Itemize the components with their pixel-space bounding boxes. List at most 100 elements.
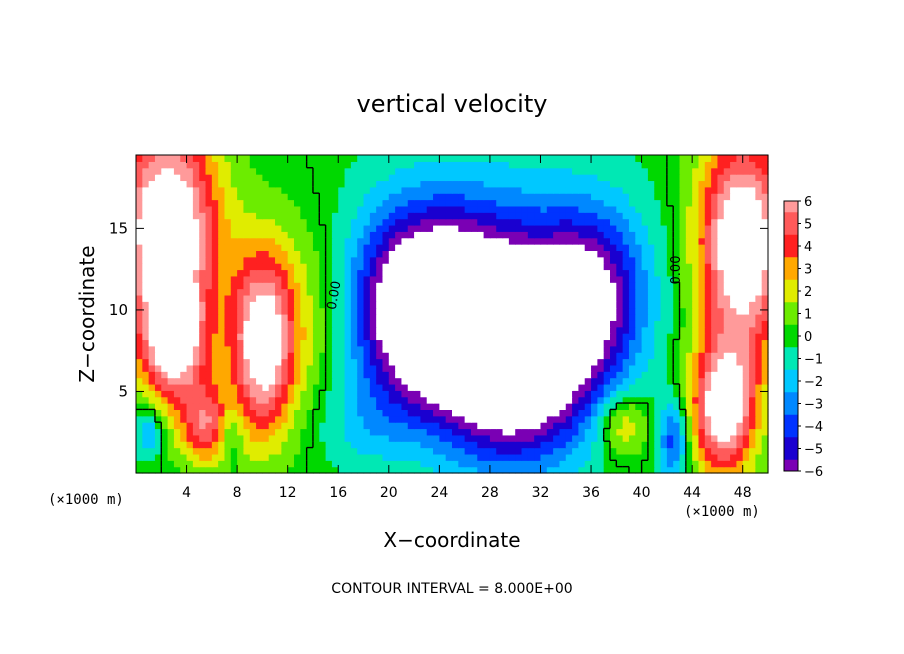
heatmap-cell xyxy=(521,174,529,182)
heatmap-cell xyxy=(483,155,491,162)
heatmap-cell xyxy=(717,466,725,474)
heatmap-cell xyxy=(565,396,573,404)
heatmap-cell xyxy=(597,352,605,360)
heatmap-cell xyxy=(565,212,573,220)
heatmap-cell xyxy=(635,453,643,461)
heatmap-cell xyxy=(319,263,327,271)
heatmap-cell xyxy=(749,212,756,220)
heatmap-cell xyxy=(628,294,636,302)
heatmap-cell xyxy=(325,333,333,341)
heatmap-cell xyxy=(363,269,371,277)
heatmap-cell xyxy=(433,390,440,398)
heatmap-cell xyxy=(294,294,301,302)
heatmap-cell xyxy=(312,180,320,188)
heatmap-cell xyxy=(300,441,308,449)
heatmap-cell xyxy=(249,161,257,169)
heatmap-cell xyxy=(388,263,396,271)
heatmap-cell xyxy=(458,320,466,328)
heatmap-cell xyxy=(325,282,333,290)
heatmap-cell xyxy=(704,244,712,251)
heatmap-cell xyxy=(312,447,320,455)
heatmap-cell xyxy=(679,244,687,251)
heatmap-cell xyxy=(167,377,175,385)
heatmap-cell xyxy=(192,326,200,334)
heatmap-cell xyxy=(698,358,706,366)
heatmap-cell xyxy=(173,282,181,290)
heatmap-cell xyxy=(527,155,535,162)
heatmap-cell xyxy=(268,447,276,455)
heatmap-cell xyxy=(622,263,630,271)
heatmap-cell xyxy=(186,428,194,436)
heatmap-cell xyxy=(136,250,143,258)
heatmap-cell xyxy=(616,167,624,175)
heatmap-cell xyxy=(338,212,346,220)
heatmap-cell xyxy=(496,333,504,341)
heatmap-cell xyxy=(401,383,409,391)
heatmap-cell xyxy=(749,441,756,449)
heatmap-cell xyxy=(445,244,453,251)
heatmap-cell xyxy=(186,218,194,226)
heatmap-cell xyxy=(344,428,352,436)
heatmap-cell xyxy=(363,314,371,321)
heatmap-cell xyxy=(717,441,725,449)
heatmap-cell xyxy=(635,307,643,315)
heatmap-cell xyxy=(603,199,611,207)
heatmap-cell xyxy=(445,447,453,455)
heatmap-cell xyxy=(306,174,314,182)
heatmap-cell xyxy=(167,409,175,417)
heatmap-cell xyxy=(527,282,535,290)
heatmap-cell xyxy=(654,326,662,334)
heatmap-cell xyxy=(565,294,573,302)
heatmap-cell xyxy=(534,403,542,410)
heatmap-cell xyxy=(641,218,649,226)
heatmap-cell xyxy=(180,434,188,442)
heatmap-cell xyxy=(534,275,542,283)
heatmap-cell xyxy=(395,186,403,194)
heatmap-cell xyxy=(622,212,630,220)
heatmap-cell xyxy=(180,441,188,449)
heatmap-cell xyxy=(300,339,308,347)
heatmap-cell xyxy=(294,320,301,328)
heatmap-cell xyxy=(641,320,649,328)
heatmap-cell xyxy=(730,434,737,442)
heatmap-cell xyxy=(395,390,403,398)
heatmap-cell xyxy=(395,301,403,309)
heatmap-cell xyxy=(711,199,719,207)
heatmap-cell xyxy=(426,199,434,207)
heatmap-cell xyxy=(325,256,333,264)
heatmap-cell xyxy=(148,250,156,258)
heatmap-cell xyxy=(742,428,750,436)
heatmap-cell xyxy=(698,167,706,175)
heatmap-cell xyxy=(610,167,617,175)
heatmap-cell xyxy=(249,339,257,347)
heatmap-cell xyxy=(154,269,162,277)
heatmap-cell xyxy=(344,447,352,455)
heatmap-cell xyxy=(483,218,491,226)
heatmap-cell xyxy=(610,460,617,468)
heatmap-cell xyxy=(224,263,232,271)
heatmap-cell xyxy=(534,282,542,290)
heatmap-cell xyxy=(262,403,270,410)
heatmap-cell xyxy=(331,409,339,417)
heatmap-cell xyxy=(521,237,529,245)
heatmap-cell xyxy=(306,269,314,277)
heatmap-cell xyxy=(565,441,573,449)
heatmap-cell xyxy=(142,167,150,175)
heatmap-cell xyxy=(761,364,769,372)
heatmap-cell xyxy=(268,441,276,449)
heatmap-cell xyxy=(237,453,245,461)
heatmap-cell xyxy=(205,466,213,474)
heatmap-cell xyxy=(628,161,636,169)
heatmap-cell xyxy=(742,263,750,271)
heatmap-cell xyxy=(647,422,655,430)
heatmap-cell xyxy=(281,237,289,245)
heatmap-cell xyxy=(730,256,737,264)
heatmap-cell xyxy=(325,224,333,232)
heatmap-cell xyxy=(761,396,769,404)
heatmap-cell xyxy=(635,250,643,258)
heatmap-cell xyxy=(692,174,700,182)
heatmap-cell xyxy=(559,307,567,315)
heatmap-cell xyxy=(300,352,308,360)
heatmap-cell xyxy=(515,371,523,379)
heatmap-cell xyxy=(527,383,535,391)
